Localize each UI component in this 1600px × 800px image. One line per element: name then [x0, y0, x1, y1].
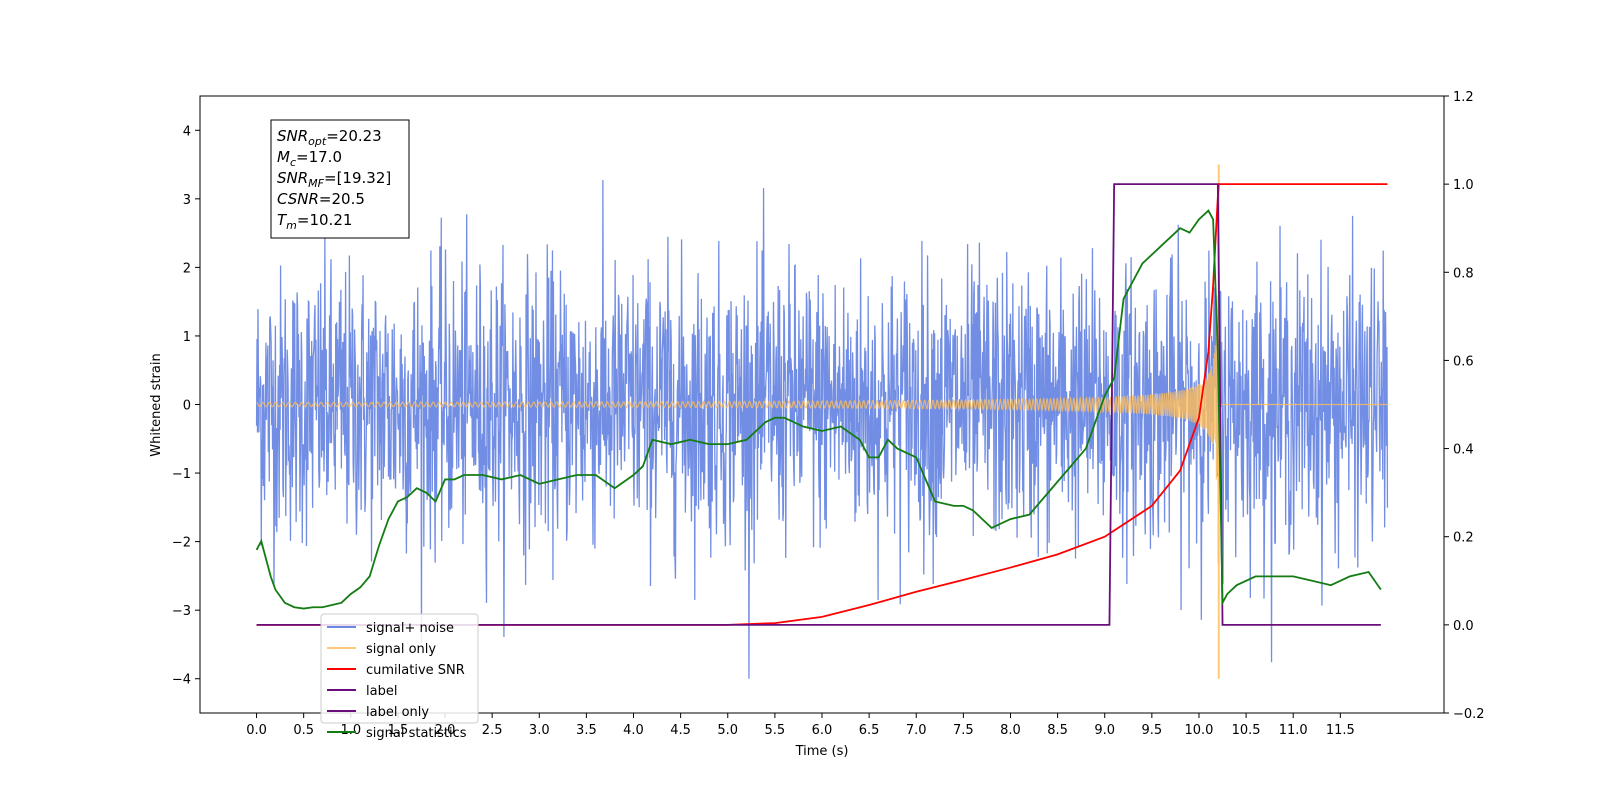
y2-axis-ticks: 1.2 1.0 0.8 0.6 0.4 0.2 0.0 −0.2 — [1444, 90, 1485, 722]
x-tick-label: 11.5 — [1326, 723, 1355, 738]
x-tick-label: 3.0 — [529, 723, 550, 738]
x-tick-label: 5.0 — [717, 723, 738, 738]
x-tick-label: 4.5 — [670, 723, 691, 738]
legend-label: label only — [366, 705, 429, 720]
x-tick-label: 2.5 — [482, 723, 503, 738]
info-box-frame — [270, 119, 410, 239]
legend-label: signal+ noise — [366, 621, 454, 636]
x-tick-label: 8.5 — [1047, 723, 1068, 738]
y-tick-label: 0 — [183, 399, 191, 414]
signal-statistics-line — [255, 209, 1382, 610]
legend-label: signal statistics — [366, 726, 467, 741]
y-axis-label: Whitened strain — [149, 353, 164, 456]
y2-tick-label: 0.4 — [1453, 443, 1474, 458]
y-tick-label: −3 — [172, 604, 191, 619]
x-axis-ticks: 0.0 0.5 1.0 1.5 2.0 2.5 3.0 3.5 4.0 4.5 5.0 5.5 6.0 6… — [246, 713, 1355, 738]
legend-frame — [320, 613, 479, 724]
legend-label: cumilative SNR — [366, 663, 465, 678]
info-line: SNRMF=[19.32] — [277, 169, 391, 190]
x-axis-label: Time (s) — [795, 744, 849, 759]
x-tick-label: 6.0 — [812, 723, 833, 738]
x-tick-label: 8.0 — [1000, 723, 1021, 738]
y-tick-label: −1 — [172, 467, 191, 482]
x-tick-label: 10.0 — [1184, 723, 1213, 738]
x-tick-label: 11.0 — [1279, 723, 1308, 738]
label-line — [256, 183, 1381, 626]
x-tick-label: 7.5 — [953, 723, 974, 738]
x-tick-label: 5.5 — [765, 723, 786, 738]
signal-noise-series — [255, 179, 1389, 679]
cumilative-snr-line — [256, 183, 1388, 626]
y2-tick-label: 1.2 — [1453, 90, 1474, 105]
overlay-lines — [255, 183, 1388, 626]
y-axis-ticks: 4 3 2 1 0 −1 −2 −3 −4 — [172, 124, 200, 688]
y-tick-label: 2 — [183, 261, 191, 276]
signal-noise-line — [255, 179, 1389, 679]
x-tick-label: 0.0 — [246, 723, 267, 738]
info-line: CSNR=20.5 — [277, 190, 365, 208]
y2-tick-label: 0.2 — [1453, 531, 1474, 546]
y2-tick-label: 0.0 — [1453, 619, 1474, 634]
info-box: SNRopt=20.23Mc=17.0SNRMF=[19.32]CSNR=20.… — [270, 119, 410, 239]
x-tick-label: 1.0 — [340, 723, 361, 738]
legend: signal+ noise signal only cumilative SNR la… — [320, 613, 479, 741]
y2-tick-label: 0.6 — [1453, 354, 1474, 369]
legend-label: label — [366, 684, 397, 699]
signal-only-line — [256, 295, 1388, 564]
x-tick-label: 3.5 — [576, 723, 597, 738]
y-tick-label: −2 — [172, 536, 191, 551]
y-tick-label: 1 — [183, 330, 191, 345]
x-tick-label: 10.5 — [1232, 723, 1261, 738]
y2-tick-label: 0.8 — [1453, 266, 1474, 281]
x-tick-label: 9.5 — [1142, 723, 1163, 738]
legend-label: signal only — [366, 642, 436, 657]
y2-tick-label: 1.0 — [1453, 178, 1474, 193]
y2-tick-label: −0.2 — [1453, 707, 1485, 722]
x-tick-label: 4.0 — [623, 723, 644, 738]
x-tick-label: 7.0 — [906, 723, 927, 738]
y-tick-label: −4 — [172, 673, 191, 688]
y-tick-label: 3 — [183, 193, 191, 208]
info-line: Mc=17.0 — [277, 148, 342, 169]
info-line: SNRopt=20.23 — [277, 127, 382, 148]
info-line: Tm=10.21 — [277, 211, 352, 232]
x-tick-label: 2.0 — [435, 723, 456, 738]
x-tick-label: 0.5 — [293, 723, 314, 738]
x-tick-label: 1.5 — [388, 723, 409, 738]
y-tick-label: 4 — [183, 124, 191, 139]
x-tick-label: 9.0 — [1094, 723, 1115, 738]
x-tick-label: 6.5 — [859, 723, 880, 738]
